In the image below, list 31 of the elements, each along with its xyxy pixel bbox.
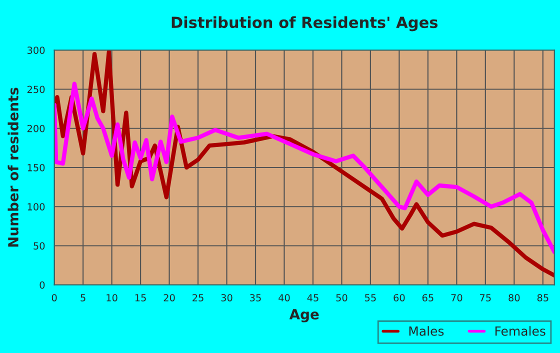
y-tick-label: 300	[27, 46, 45, 54]
y-tick-label: 200	[27, 124, 45, 132]
x-tick-label: 25	[192, 294, 204, 302]
x-tick-label: 80	[508, 294, 520, 302]
x-tick-label: 10	[106, 294, 118, 302]
x-tick-label: 70	[451, 294, 462, 302]
x-tick-label: 45	[307, 294, 318, 302]
x-axis-title: Age	[289, 309, 319, 322]
x-tick-label: 35	[250, 294, 261, 302]
x-tick-label: 50	[336, 294, 348, 302]
x-tick-label: 60	[394, 294, 405, 302]
y-axis-title: Number of residents	[8, 88, 18, 247]
x-tick-label: 5	[80, 294, 86, 302]
y-tick-label: 0	[40, 281, 45, 289]
legend-label: Males	[409, 326, 444, 336]
chart-title: Distribution of Residents' Ages	[172, 16, 438, 32]
x-tick-label: 55	[365, 294, 376, 302]
x-tick-label: 40	[278, 294, 290, 302]
y-tick-label: 100	[28, 203, 45, 210]
x-tick-label: 20	[164, 294, 175, 302]
line-series	[54, 82, 554, 254]
x-tick-label: 0	[52, 294, 57, 302]
x-tick-label: 75	[480, 294, 491, 302]
x-tick-label: 30	[221, 294, 232, 302]
y-tick-label: 50	[34, 242, 45, 250]
x-tick-label: 65	[422, 294, 434, 302]
legend-label: Females	[495, 326, 546, 336]
x-tick-label: 15	[135, 294, 146, 302]
x-tick-label: 85	[537, 294, 548, 302]
y-tick-label: 250	[27, 86, 45, 94]
y-tick-label: 150	[28, 164, 45, 172]
